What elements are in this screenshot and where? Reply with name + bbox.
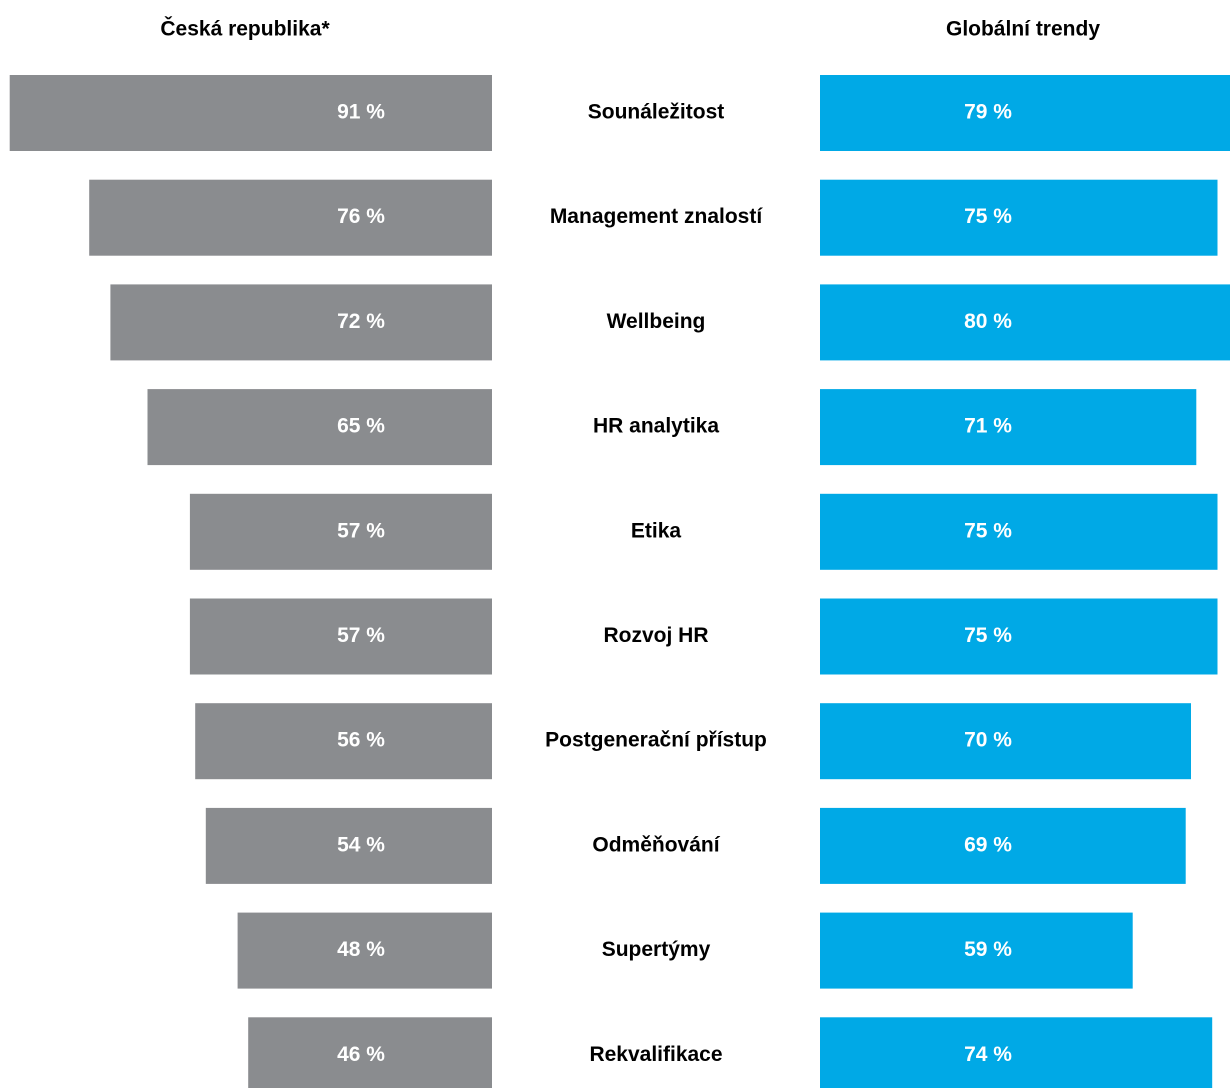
category-label: Supertýmy <box>602 938 711 961</box>
value-label: 48 % <box>337 938 385 961</box>
category-label: Sounáležitost <box>588 101 725 124</box>
bar <box>820 75 1230 151</box>
category-label: Postgenerační přístup <box>545 729 767 752</box>
bar <box>820 807 1186 884</box>
category-label: HR analytika <box>593 415 719 438</box>
bar <box>820 1017 1213 1088</box>
bar <box>9 75 492 151</box>
value-label: 70 % <box>964 729 1012 752</box>
value-label: 69 % <box>964 833 1012 856</box>
value-label: 71 % <box>964 415 1012 438</box>
value-label: 91 % <box>337 101 385 124</box>
bar <box>820 912 1133 989</box>
category-label: Etika <box>631 519 682 542</box>
category-label: Odměňování <box>592 833 720 856</box>
bar <box>820 493 1218 570</box>
value-label: 74 % <box>964 1043 1012 1066</box>
value-label: 57 % <box>337 624 385 647</box>
value-label: 65 % <box>337 415 385 438</box>
value-label: 79 % <box>964 101 1012 124</box>
value-label: 80 % <box>964 310 1012 333</box>
bar <box>820 389 1197 466</box>
bar <box>820 703 1191 780</box>
value-label: 75 % <box>964 624 1012 647</box>
value-label: 46 % <box>337 1043 385 1066</box>
bar <box>820 179 1218 256</box>
value-label: 54 % <box>337 833 385 856</box>
bar <box>189 493 492 570</box>
value-label: 75 % <box>964 519 1012 542</box>
bar <box>237 912 492 989</box>
bar <box>110 284 493 361</box>
bar <box>820 284 1230 361</box>
category-label: Wellbeing <box>607 310 706 333</box>
category-label: Rozvoj HR <box>604 624 709 647</box>
value-label: 75 % <box>964 205 1012 228</box>
value-label: 76 % <box>337 205 385 228</box>
value-label: 59 % <box>964 938 1012 961</box>
category-label: Rekvalifikace <box>589 1043 722 1066</box>
category-label: Management znalostí <box>550 205 764 228</box>
left-header: Česká republika* <box>160 17 330 41</box>
value-label: 57 % <box>337 519 385 542</box>
bar <box>820 598 1218 675</box>
bar <box>189 598 492 675</box>
value-label: 56 % <box>337 729 385 752</box>
bar <box>147 389 492 466</box>
bar <box>89 179 492 256</box>
right-header: Globální trendy <box>946 18 1100 41</box>
value-label: 72 % <box>337 310 385 333</box>
bar <box>195 703 492 780</box>
bar <box>205 807 493 884</box>
bar <box>248 1017 492 1088</box>
